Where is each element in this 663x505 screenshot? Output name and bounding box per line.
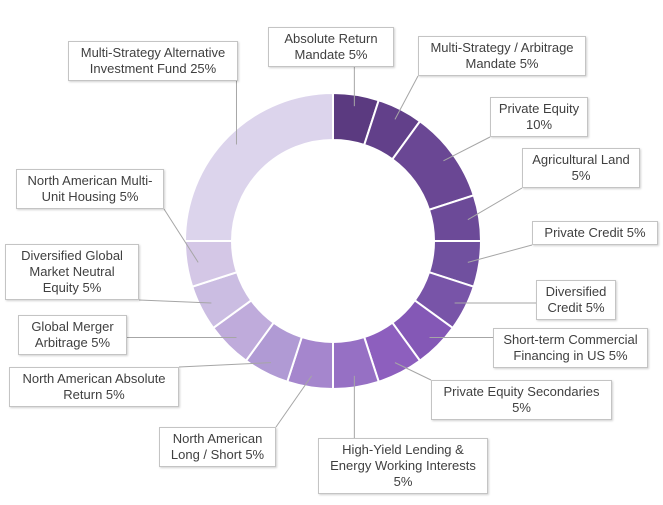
label-diversified-global-market-neutral: Diversified Global Market Neutral Equity… [5,244,139,300]
label-high-yield-lending: High-Yield Lending & Energy Working Inte… [318,438,488,494]
leader-agricultural-land [467,187,523,221]
label-north-american-long-short: North American Long / Short 5% [159,427,276,467]
label-private-credit: Private Credit 5% [532,221,658,245]
leader-multi-strategy-arbitrage-mandate [394,75,419,120]
donut-slices [183,91,483,391]
leader-private-equity-secondaries [394,362,432,381]
label-global-merger-arbitrage: Global Merger Arbitrage 5% [18,315,127,355]
label-north-american-absolute-return: North American Absolute Return 5% [9,367,179,407]
label-multi-strategy-alternative-fund: Multi-Strategy Alternative Investment Fu… [68,41,238,81]
leader-north-american-absolute-return [178,362,272,368]
label-private-equity-secondaries: Private Equity Secondaries 5% [431,380,612,420]
leader-private-equity [443,136,491,162]
label-short-term-commercial-financing: Short-term Commercial Financing in US 5% [493,328,648,368]
slice-multi-strategy-alternative-investment-fund [183,91,334,242]
leader-diversified-global-market-neutral-equity [138,299,212,304]
label-multi-strategy-arbitrage-mandate: Multi-Strategy / Arbitrage Mandate 5% [418,36,586,76]
label-agricultural-land: Agricultural Land 5% [522,148,640,188]
label-private-equity: Private Equity 10% [490,97,588,137]
label-north-american-multi-unit-housing: North American Multi- Unit Housing 5% [16,169,164,209]
label-diversified-credit: Diversified Credit 5% [536,280,616,320]
leader-private-credit [467,244,533,263]
leader-lines [127,67,536,438]
label-absolute-return-mandate: Absolute Return Mandate 5% [268,27,394,67]
leader-north-american-long-short [275,375,313,428]
leader-north-american-multi-unit-housing [163,208,199,263]
